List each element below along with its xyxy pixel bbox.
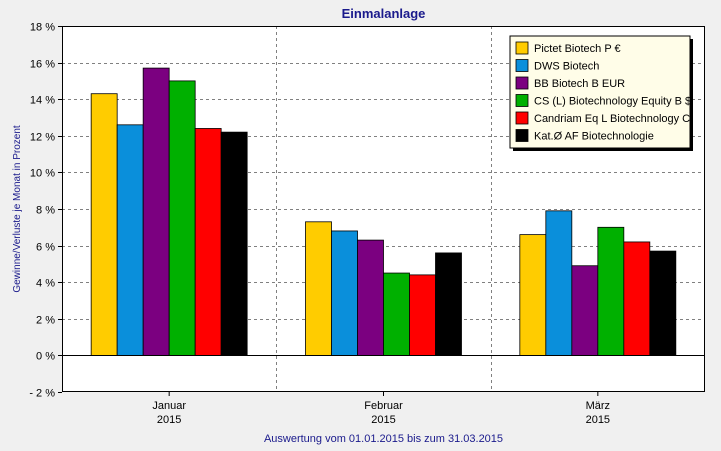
bar [623,241,651,356]
y-axis: - 2 % 0 % 2 % 4 % 6 % 8 % 10 % 12 % 14 % 16 % 18 % [29,22,62,400]
bar [409,274,436,356]
footer-range: Auswertung vom 01.01.2015 bis zum 31.03.… [264,433,503,445]
y-tick-label: 8 % [36,205,55,217]
bar [383,272,410,356]
bar [305,221,332,356]
bar [571,265,599,356]
y-tick-label: 0 % [36,351,55,363]
y-tick-label: - 2 % [29,388,55,400]
legend-swatch [515,76,529,90]
y-axis-label: Gewinne/Verluste je Monat in Prozent [12,125,23,293]
legend-swatch [515,111,529,125]
y-tick-label: 18 % [30,22,55,34]
legend: Pictet Biotech P € DWS Biotech BB Biotech … [509,35,693,151]
bar [649,250,677,356]
bar [519,234,547,356]
legend-swatch [515,41,529,55]
bars [90,67,677,356]
bar [116,124,144,356]
chart-title: Einmalanlage [342,6,426,21]
bar [90,93,118,356]
bar [194,128,222,356]
x-tick-label-month: Februar [364,400,403,412]
y-tick-label: 14 % [30,95,55,107]
legend-swatch [515,129,529,142]
y-tick-label: 4 % [36,278,55,290]
bar [331,230,358,356]
y-tick-label: 16 % [30,59,55,71]
legend-box [509,35,691,149]
bar [597,226,625,356]
y-tick-label: 2 % [36,315,55,327]
bar [545,210,573,356]
bar [220,131,248,356]
y-tick-label: 6 % [36,242,55,254]
x-axis: Januar 2015 Februar 2015 März 2015 [152,392,610,426]
x-tick-label-year: 2015 [371,414,395,426]
legend-swatch [515,94,529,107]
legend-swatch [515,59,529,72]
legend-label: CS (L) Biotechnology Equity B $ [534,96,691,108]
plot-frame [62,26,705,392]
x-tick-label-month: Januar [152,400,186,412]
legend-label: Kat.Ø AF Biotechnologie [534,131,654,143]
bar [142,67,170,356]
y-tick-label: 10 % [30,168,55,180]
bar [435,252,462,356]
x-tick-label-year: 2015 [157,414,181,426]
legend-label: DWS Biotech [534,61,599,73]
x-tick-label-month: März [586,400,610,412]
y-tick-label: 12 % [30,132,55,144]
legend-label: BB Biotech B EUR [534,78,625,90]
bar [168,80,196,356]
x-tick-label-year: 2015 [586,414,610,426]
legend-label: Pictet Biotech P € [534,43,621,55]
legend-label: Candriam Eq L Biotechnology C [534,113,690,125]
bar [357,239,384,356]
